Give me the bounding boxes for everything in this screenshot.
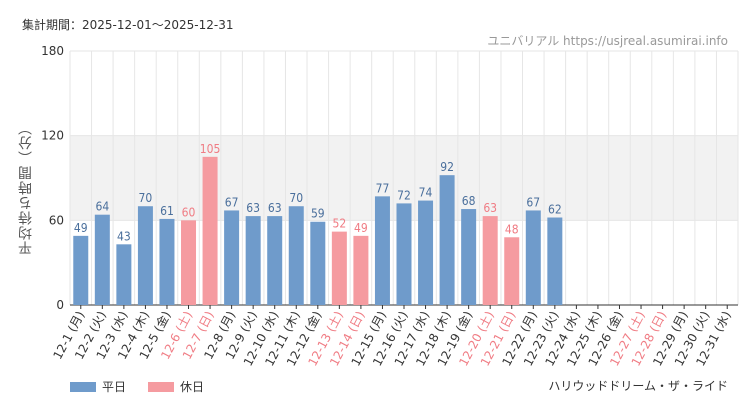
legend-swatch-holiday	[148, 381, 175, 392]
bar	[331, 231, 347, 305]
bar	[181, 220, 197, 305]
bar-value-label: 105	[200, 142, 221, 156]
bar-value-label: 59	[311, 207, 325, 221]
bar-value-label: 52	[332, 217, 346, 231]
bar-value-label: 72	[397, 188, 411, 202]
site-credit: ユニバリアル https://usjreal.asumirai.info	[487, 34, 728, 48]
bar-value-label: 49	[74, 221, 88, 235]
bar-value-label: 70	[139, 191, 153, 205]
bar-value-label: 49	[354, 221, 368, 235]
legend-item-holiday[interactable]: 休日	[148, 378, 204, 395]
bar-value-label: 92	[440, 160, 454, 174]
bar	[482, 216, 498, 305]
bar	[73, 235, 89, 305]
bar-value-label: 64	[95, 200, 109, 214]
legend-label-holiday: 休日	[180, 380, 205, 394]
bar	[439, 175, 455, 305]
legend-label-weekday: 平日	[102, 380, 127, 394]
bar	[547, 217, 563, 305]
y-tick-label: 180	[41, 44, 64, 58]
bar	[116, 244, 132, 305]
bar-value-label: 43	[117, 229, 131, 243]
bar-value-label: 77	[376, 181, 390, 195]
bar	[94, 214, 110, 305]
bar-value-label: 63	[246, 201, 260, 215]
legend-item-weekday[interactable]: 平日	[70, 378, 126, 395]
bar-value-label: 60	[182, 205, 196, 219]
bar	[288, 206, 304, 305]
bar	[245, 216, 261, 305]
y-tick-label: 120	[41, 129, 64, 143]
attraction-name: ハリウッドドリーム・ザ・ライド	[548, 379, 728, 393]
bar	[396, 203, 412, 305]
y-tick-label: 60	[49, 213, 64, 227]
bar	[461, 209, 477, 305]
bar	[525, 210, 541, 305]
bar	[310, 221, 326, 305]
bar	[137, 206, 153, 305]
bar-value-label: 63	[483, 201, 497, 215]
bar-value-label: 74	[419, 186, 433, 200]
bar	[504, 237, 520, 305]
y-tick-label: 0	[56, 298, 64, 312]
bar	[374, 196, 390, 305]
bar-value-label: 61	[160, 204, 174, 218]
bar-value-label: 68	[462, 194, 476, 208]
bar	[418, 200, 434, 305]
bar-value-label: 63	[268, 201, 282, 215]
bar-value-label: 67	[526, 195, 540, 209]
period-label: 集計期間：2025-12-01～2025-12-31	[22, 18, 234, 32]
bar-value-label: 62	[548, 203, 562, 217]
bar	[202, 156, 218, 305]
bar-value-label: 67	[225, 195, 239, 209]
bar-value-label: 48	[505, 222, 519, 236]
legend: 平日 休日	[70, 378, 204, 395]
bar	[353, 235, 369, 305]
legend-swatch-weekday	[70, 381, 96, 392]
bar	[159, 218, 175, 305]
bar	[267, 216, 283, 305]
bar-value-label: 70	[289, 191, 303, 205]
bar	[224, 210, 240, 305]
